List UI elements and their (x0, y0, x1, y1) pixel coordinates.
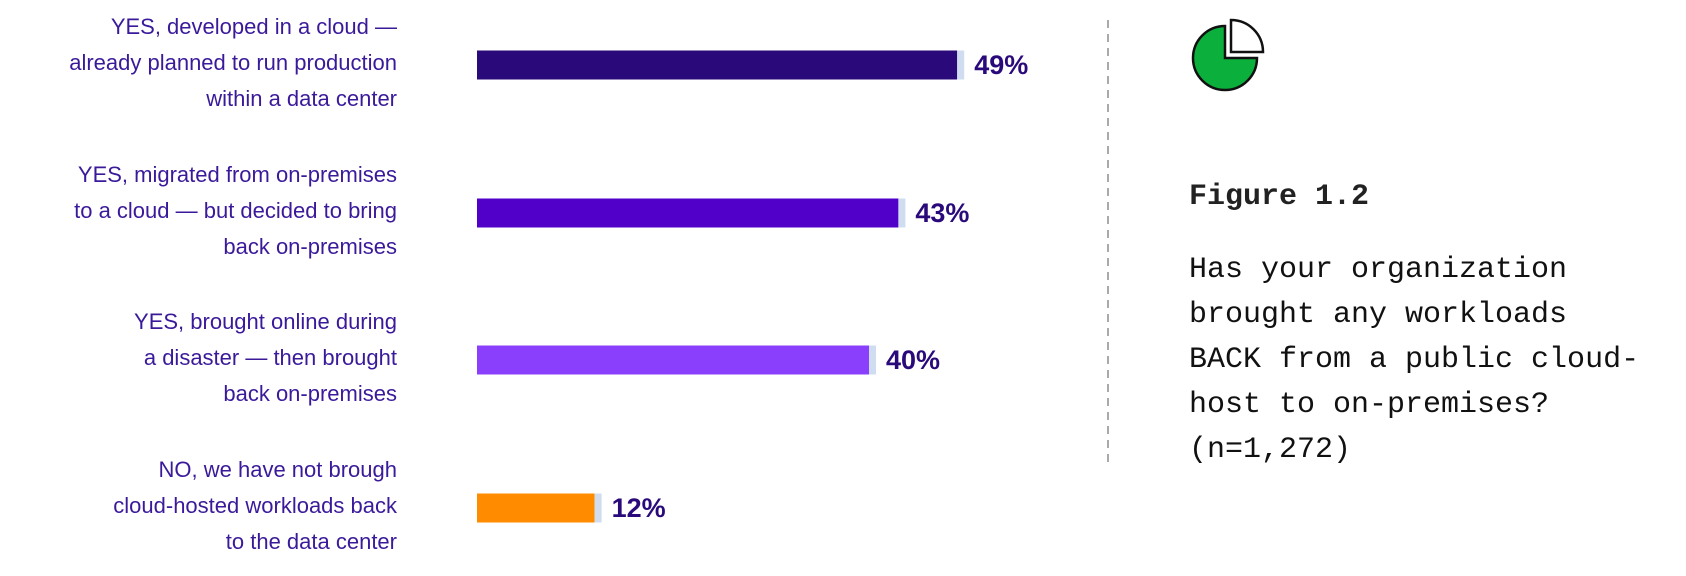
value-label: 43% (915, 198, 970, 228)
category-label: YES, migrated from on-premises to a clou… (74, 162, 397, 259)
bar-cap (898, 198, 906, 228)
figure-label: Figure 1.2 (1189, 180, 1370, 214)
bar (477, 493, 595, 523)
value-label: 40% (886, 345, 941, 375)
value-label: 49% (974, 50, 1029, 80)
bar (477, 50, 958, 80)
pie-icon (1191, 24, 1259, 92)
bar-cap (594, 493, 602, 523)
category-label: NO, we have not brough cloud-hosted work… (113, 457, 397, 554)
bar (477, 198, 899, 228)
pie-icon-slice (1229, 18, 1265, 54)
value-label: 12% (611, 493, 666, 523)
bar-cap (957, 50, 965, 80)
figure-question: Has your organization brought any worklo… (1189, 253, 1640, 467)
bar (477, 345, 869, 375)
category-label: YES, brought online during a disaster — … (134, 309, 397, 406)
category-label: YES, developed in a cloud — already plan… (69, 14, 397, 111)
bar-cap (869, 345, 876, 375)
